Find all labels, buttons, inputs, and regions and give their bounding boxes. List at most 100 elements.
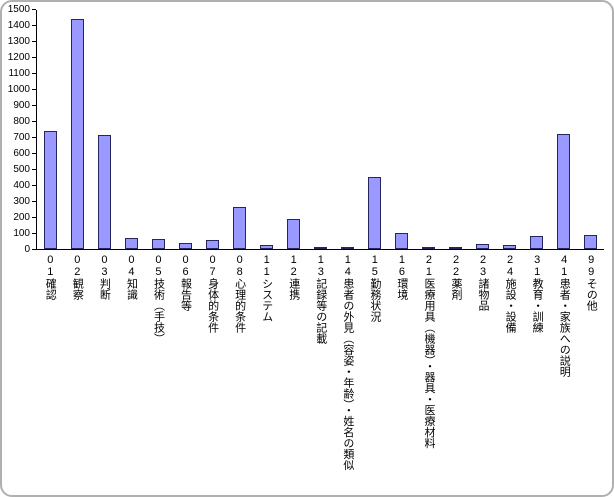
category-label-column: 22薬剤	[442, 254, 469, 300]
category-label-column: 99その他	[577, 254, 604, 311]
category-label: 99その他	[585, 254, 598, 311]
bar	[584, 235, 597, 249]
bar	[530, 236, 543, 249]
plot-wrap	[32, 9, 604, 250]
bar	[260, 245, 273, 249]
y-axis-label: 0	[24, 244, 30, 255]
bar-column	[577, 10, 604, 249]
y-axis-label: 1400	[7, 20, 30, 31]
bar-column	[145, 10, 172, 249]
bar	[71, 19, 84, 249]
bar-column	[307, 10, 334, 249]
bar-column	[442, 10, 469, 249]
bar	[422, 247, 435, 249]
bar-column	[253, 10, 280, 249]
y-tick	[32, 153, 36, 154]
category-label: 15勤務状況	[368, 254, 381, 322]
bar-column	[280, 10, 307, 249]
category-label-column: 41患者・家族への説明	[550, 254, 577, 377]
category-label: 13記録等の記載	[314, 254, 327, 344]
y-tick	[32, 73, 36, 74]
y-tick	[32, 105, 36, 106]
y-tick	[32, 249, 36, 250]
y-tick	[32, 233, 36, 234]
category-label-column: 24施設・設備	[496, 254, 523, 333]
category-label: 02観察	[71, 254, 84, 300]
category-label: 12連携	[287, 254, 300, 300]
plot-area	[36, 10, 604, 250]
bar-column	[496, 10, 523, 249]
category-label: 03判断	[98, 254, 111, 300]
category-label: 08心理的条件	[233, 254, 246, 333]
y-tick	[32, 57, 36, 58]
bar-column	[118, 10, 145, 249]
bar	[368, 177, 381, 249]
bar-column	[415, 10, 442, 249]
category-label-column: 15勤務状況	[361, 254, 388, 322]
bar	[341, 247, 354, 249]
bar-column	[64, 10, 91, 249]
bar-column	[334, 10, 361, 249]
y-tick	[32, 41, 36, 42]
category-label-column: 23諸物品	[469, 254, 496, 311]
category-label-column: 12連携	[279, 254, 306, 300]
y-axis-label: 1300	[7, 36, 30, 47]
bar-column	[469, 10, 496, 249]
y-tick	[32, 25, 36, 26]
y-axis-label: 100	[13, 228, 30, 239]
y-axis-label: 800	[13, 116, 30, 127]
bar	[98, 135, 111, 249]
y-tick	[32, 201, 36, 202]
bar	[449, 247, 462, 249]
category-label: 22薬剤	[450, 254, 462, 300]
category-label: 04知識	[125, 254, 138, 300]
y-tick	[32, 185, 36, 186]
category-label-column: 07身体的条件	[198, 254, 225, 333]
category-label: 01確認	[44, 254, 57, 300]
y-axis-label: 500	[13, 164, 30, 175]
y-ticks	[32, 9, 36, 250]
bar	[287, 219, 300, 249]
bar	[233, 207, 246, 249]
y-axis-label: 1500	[7, 4, 30, 15]
bar-column	[361, 10, 388, 249]
category-label-column: 05技術（手技）	[144, 254, 171, 344]
category-label-column: 21医療用具（機器）・器具・医療材料	[415, 254, 442, 449]
y-axis-label: 1000	[7, 84, 30, 95]
y-axis-label: 900	[13, 100, 30, 111]
category-label: 14患者の外見（容姿・年齢）・姓名の類似	[341, 254, 354, 471]
category-label: 23諸物品	[477, 254, 490, 311]
y-tick	[32, 89, 36, 90]
bar	[314, 247, 327, 249]
y-tick	[32, 137, 36, 138]
category-label-column: 11システム	[252, 254, 279, 322]
bar	[179, 243, 192, 249]
category-label-column: 16環境	[388, 254, 415, 300]
category-label-column: 04知識	[117, 254, 144, 300]
bar-column	[172, 10, 199, 249]
y-axis-label: 1100	[8, 68, 30, 79]
bar	[206, 240, 219, 249]
category-label: 07身体的条件	[206, 254, 219, 333]
x-labels: 01確認 02観察 03判断 04知識 05技術（手技） 06報告等 07身体的条件 08心理…	[36, 254, 604, 471]
bar	[476, 244, 489, 249]
bar	[44, 131, 57, 249]
y-axis: 0 100 200 300 400 500 600 700 800 900 1000 1100 1200…	[2, 5, 32, 255]
y-axis-label: 700	[13, 132, 30, 143]
bar	[125, 238, 138, 249]
category-label-column: 31教育・訓練	[523, 254, 550, 333]
y-tick	[32, 169, 36, 170]
category-label-column: 06報告等	[171, 254, 198, 311]
bar-column	[199, 10, 226, 249]
category-label-column: 02観察	[63, 254, 90, 300]
bar-column	[523, 10, 550, 249]
category-label-column: 08心理的条件	[225, 254, 252, 333]
category-label: 21医療用具（機器）・器具・医療材料	[422, 254, 435, 449]
bar-column	[37, 10, 64, 249]
category-label: 11システム	[260, 254, 273, 322]
bar-column	[550, 10, 577, 249]
category-label-column: 01確認	[36, 254, 63, 300]
category-label-column: 13記録等の記載	[306, 254, 333, 344]
y-axis-label: 400	[13, 180, 30, 191]
